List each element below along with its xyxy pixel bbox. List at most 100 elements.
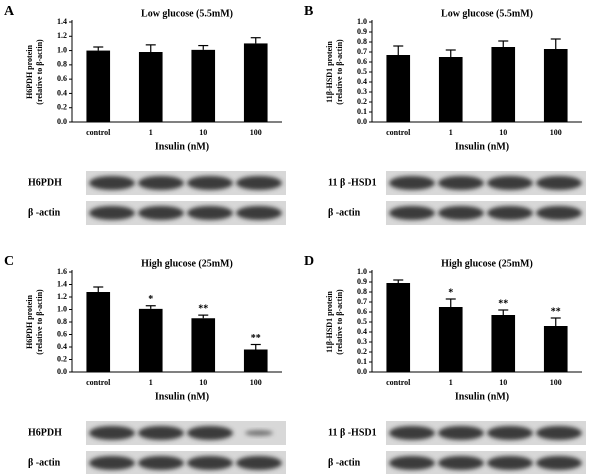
blot-band xyxy=(389,176,435,190)
bar xyxy=(86,50,111,123)
blot-band xyxy=(389,426,435,440)
x-tick-label: 10 xyxy=(199,128,207,137)
y-tick-label: 0.5 xyxy=(357,67,367,76)
blot-band xyxy=(89,206,135,220)
y-tick-label: 0.8 xyxy=(357,37,367,46)
blot-band xyxy=(236,206,282,220)
x-tick-label: 1 xyxy=(449,378,453,387)
bar xyxy=(438,57,463,122)
x-tick-label: control xyxy=(386,128,411,137)
blot-band xyxy=(89,456,135,470)
y-tick-label: 1.0 xyxy=(57,45,67,54)
y-axis-label: (relative to β-actin) xyxy=(335,289,344,355)
y-axis-label: H6PDH protein xyxy=(25,45,34,99)
blot-band xyxy=(536,456,582,470)
blot-band xyxy=(138,456,184,470)
y-tick-label: 0.6 xyxy=(357,307,367,316)
chart-title: Low glucose (5.5mM) xyxy=(441,8,533,19)
y-tick-label: 1.4 xyxy=(57,17,67,26)
blot-band xyxy=(438,456,484,470)
y-tick-label: 0.9 xyxy=(357,277,367,286)
x-axis-label: Insulin (nM) xyxy=(455,391,509,402)
blot-label: β -actin xyxy=(28,457,61,468)
blot-band xyxy=(138,206,184,220)
blot-background xyxy=(86,451,286,474)
blot-band xyxy=(389,456,435,470)
panel-label: C xyxy=(4,254,14,269)
bar xyxy=(386,283,411,372)
blot-band xyxy=(438,206,484,220)
y-tick-label: 0.8 xyxy=(57,60,67,69)
x-tick-label: 10 xyxy=(199,378,207,387)
y-axis-label: 11β-HSD1 protein xyxy=(325,291,334,353)
blot-label: β -actin xyxy=(328,457,361,468)
blot-label: 11 β -HSD1 xyxy=(328,177,377,188)
panel-label: D xyxy=(304,254,314,269)
blot-label: H6PDH xyxy=(28,427,62,438)
panel-label: B xyxy=(304,4,313,19)
y-tick-label: 0.7 xyxy=(357,47,367,56)
y-tick-label: 0.2 xyxy=(57,103,67,112)
blot-band xyxy=(536,206,582,220)
blot-label: β -actin xyxy=(328,207,361,218)
x-tick-label: 100 xyxy=(250,378,262,387)
y-tick-label: 0.3 xyxy=(357,87,367,96)
panel-label: A xyxy=(4,4,15,19)
blot-band xyxy=(245,430,273,436)
y-tick-label: 1.4 xyxy=(57,279,67,288)
y-tick-label: 0.6 xyxy=(57,74,67,83)
blot-band xyxy=(187,176,233,190)
y-axis-label: (relative to β-actin) xyxy=(35,289,44,355)
y-tick-label: 1.2 xyxy=(57,31,67,40)
y-tick-label: 0.4 xyxy=(57,342,67,351)
y-tick-label: 0.0 xyxy=(57,117,67,126)
y-tick-label: 0.0 xyxy=(357,367,367,376)
y-tick-label: 1.2 xyxy=(57,292,67,301)
x-tick-label: 10 xyxy=(499,128,507,137)
x-tick-label: 1 xyxy=(449,128,453,137)
y-tick-label: 0.0 xyxy=(357,117,367,126)
y-tick-label: 0.1 xyxy=(357,357,367,366)
y-tick-label: 0.6 xyxy=(57,329,67,338)
bar xyxy=(491,315,516,372)
bar xyxy=(191,49,216,122)
blot-band xyxy=(236,456,282,470)
y-tick-label: 0.8 xyxy=(357,287,367,296)
blot-band xyxy=(187,426,233,440)
y-tick-label: 1.0 xyxy=(357,17,367,26)
x-tick-label: 100 xyxy=(550,128,562,137)
blot-band xyxy=(438,426,484,440)
blot-band xyxy=(389,206,435,220)
x-tick-label: control xyxy=(86,128,111,137)
blot-band xyxy=(487,456,533,470)
y-tick-label: 0.4 xyxy=(357,327,367,336)
blot-band xyxy=(89,176,135,190)
y-tick-label: 1.6 xyxy=(57,267,67,276)
panel: B Low glucose (5.5mM) 11β-HSD1 protein (rel… xyxy=(304,4,586,225)
bar xyxy=(191,318,216,372)
y-tick-label: 0.3 xyxy=(357,337,367,346)
blot-band xyxy=(89,426,135,440)
panel: C High glucose (25mM) H6PDH protein (relati… xyxy=(4,254,286,474)
bar xyxy=(138,52,163,122)
blot-band xyxy=(187,456,233,470)
blot-band xyxy=(487,176,533,190)
y-tick-label: 0.6 xyxy=(357,57,367,66)
significance-label: ** xyxy=(551,306,561,317)
blot-band xyxy=(438,176,484,190)
y-axis-label: H6PDH protein xyxy=(25,295,34,349)
significance-label: ** xyxy=(498,298,508,309)
blot-band xyxy=(536,176,582,190)
bar xyxy=(491,47,516,122)
bar xyxy=(243,349,268,372)
x-axis-label: Insulin (nM) xyxy=(155,391,209,402)
y-tick-label: 0.5 xyxy=(357,317,367,326)
y-axis-label: (relative to β-actin) xyxy=(335,39,344,105)
y-tick-label: 0.2 xyxy=(57,354,67,363)
significance-label: * xyxy=(148,294,153,305)
chart-title: High glucose (25mM) xyxy=(141,258,233,269)
x-axis-label: Insulin (nM) xyxy=(155,141,209,152)
bar xyxy=(438,307,463,372)
significance-label: * xyxy=(448,287,453,298)
blot-label: 11 β -HSD1 xyxy=(328,427,377,438)
